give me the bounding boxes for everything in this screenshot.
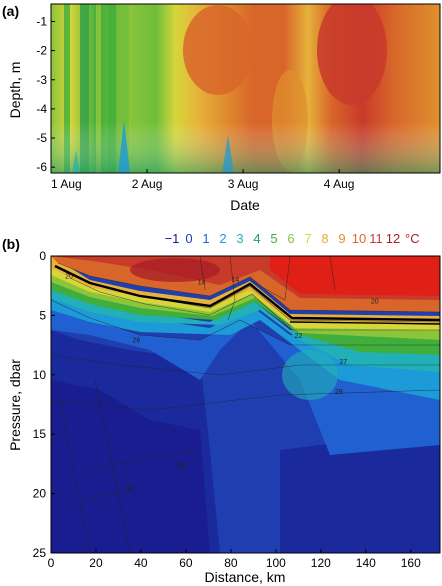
colorbar-label: 7 xyxy=(304,231,311,246)
plot-a-ylabel: Depth, m xyxy=(7,62,23,119)
plot-a-ytick-label: -2 xyxy=(36,44,47,58)
plot-a-area xyxy=(51,4,440,173)
plot-b-contour-labels: 20 14 14 20 22 26 27 28 28 30 xyxy=(65,274,379,494)
plot-b-intrusion xyxy=(282,350,338,400)
plot-b-ytick-label: 15 xyxy=(33,427,47,441)
plot-b-xtick-label: 120 xyxy=(311,556,331,570)
plot-b-deep-core xyxy=(51,380,210,553)
contour-label: 14 xyxy=(198,280,206,287)
contour-line xyxy=(329,256,336,291)
plot-b-deep-core xyxy=(280,430,440,553)
contour-line xyxy=(89,449,201,471)
contour-line xyxy=(51,299,440,346)
plot-b-thermocline-band xyxy=(51,284,440,372)
plot-a-xtick-label: 3 Aug xyxy=(228,177,259,191)
colorbar-label: 4 xyxy=(253,231,260,246)
contour-line xyxy=(227,256,236,321)
contour-line xyxy=(94,379,131,553)
plot-b-area: 20 14 14 20 22 26 27 28 28 30 xyxy=(51,256,440,553)
plot-a-bottom-fringe xyxy=(51,4,440,173)
contour-line xyxy=(57,262,440,313)
contour-line xyxy=(59,399,91,553)
contour-label: 14 xyxy=(231,277,239,284)
contour-line xyxy=(51,354,440,376)
plot-b-surface-core xyxy=(130,258,220,282)
plot-a-ytick-label: -3 xyxy=(36,73,47,87)
colorbar-label: 1 xyxy=(202,231,209,246)
plot-b-thermocline-band xyxy=(51,268,440,340)
plot-a-blue-spike xyxy=(118,120,130,173)
colorbar-label: 8 xyxy=(321,231,328,246)
panel-b-label: (b) xyxy=(2,236,20,252)
plot-a-frame xyxy=(50,3,441,174)
contour-label: 27 xyxy=(339,359,347,366)
colorbar-label: 9 xyxy=(338,231,345,246)
plot-b-surface-hot xyxy=(270,256,440,296)
contour-label: 22 xyxy=(294,333,302,340)
contour-line xyxy=(51,389,440,411)
plot-a-ticks: 1 Aug 2 Aug 3 Aug 4 Aug -1 -2 -3 -4 -5 -6 xyxy=(36,14,354,191)
contour-label: 26 xyxy=(133,338,141,345)
colorbar-label: 6 xyxy=(287,231,294,246)
plot-b-ytick-label: 25 xyxy=(33,546,47,560)
colorbar-label: 11 xyxy=(369,231,383,246)
plot-b-xlabel: Distance, km xyxy=(205,569,286,585)
plot-a-blue-spike xyxy=(222,135,234,173)
plot-b-thermocline-band xyxy=(51,292,440,400)
plot-b-xtick-label: 100 xyxy=(266,556,286,570)
contour-line xyxy=(69,277,440,331)
plot-b-ytick-label: 20 xyxy=(33,487,47,501)
plot-b-xtick-label: 40 xyxy=(134,556,148,570)
contour-line xyxy=(79,489,131,501)
contour-label: 30 xyxy=(126,486,134,493)
plot-b-frame xyxy=(50,255,441,554)
colorbar-label: 10 xyxy=(352,231,366,246)
plot-b-xtick-label: 80 xyxy=(224,556,238,570)
colorbar-label: −1 xyxy=(165,231,180,246)
contour-label: 20 xyxy=(65,274,73,281)
plot-b-mid-blue xyxy=(51,300,440,455)
plot-b-bold-contour xyxy=(54,264,440,322)
plot-b-xtick-label: 20 xyxy=(89,556,103,570)
plot-b-thermocline-band xyxy=(51,256,440,324)
colorbar-label: 0 xyxy=(185,231,192,246)
plot-a-blue-spike xyxy=(72,150,80,173)
contour-line xyxy=(199,256,206,291)
plot-b-xtick-label: 140 xyxy=(356,556,376,570)
colorbar-label: 3 xyxy=(236,231,243,246)
colorbar-label: 2 xyxy=(219,231,226,246)
plot-b-bold-contour xyxy=(289,321,440,325)
plot-b-thermocline-band xyxy=(51,262,440,330)
plot-a-ytick-label: -6 xyxy=(36,160,47,174)
plot-b-ytick-label: 10 xyxy=(33,368,47,382)
contour-line xyxy=(249,256,291,301)
plot-a-xlabel: Date xyxy=(230,197,260,213)
plot-b-xtick-label: 0 xyxy=(48,556,55,570)
plot-b-thermocline-band xyxy=(51,276,440,355)
plot-b-ytick-label: 0 xyxy=(39,249,46,263)
colorbar-unit: °C xyxy=(405,231,420,246)
plot-a-xtick-label: 2 Aug xyxy=(132,177,163,191)
plot-a-xtick-label: 4 Aug xyxy=(324,177,355,191)
colorbar-label: 12 xyxy=(386,231,400,246)
contour-label: 20 xyxy=(371,299,379,306)
plot-b-ytick-label: 5 xyxy=(39,308,46,322)
plot-a-xtick-label: 1 Aug xyxy=(51,177,82,191)
contour-label: 28 xyxy=(178,462,186,469)
plot-b-ticks: 0 20 40 60 80 100 120 140 160 0 5 10 15 20 25 xyxy=(33,249,421,570)
plot-b-ylabel: Pressure, dbar xyxy=(7,359,23,451)
contour-label: 28 xyxy=(335,389,343,396)
plot-a-ytick-label: -5 xyxy=(36,131,47,145)
colorbar-label: 5 xyxy=(270,231,277,246)
plot-b-xtick-label: 60 xyxy=(179,556,193,570)
plot-b-xtick-label: 160 xyxy=(401,556,421,570)
plot-a-ytick-label: -4 xyxy=(36,102,47,116)
colorbar-labels: −1 0 1 2 3 4 5 6 7 8 9 10 11 12 °C xyxy=(165,231,420,246)
plot-a-ytick-label: -1 xyxy=(36,14,47,28)
panel-a-label: (a) xyxy=(2,3,19,19)
